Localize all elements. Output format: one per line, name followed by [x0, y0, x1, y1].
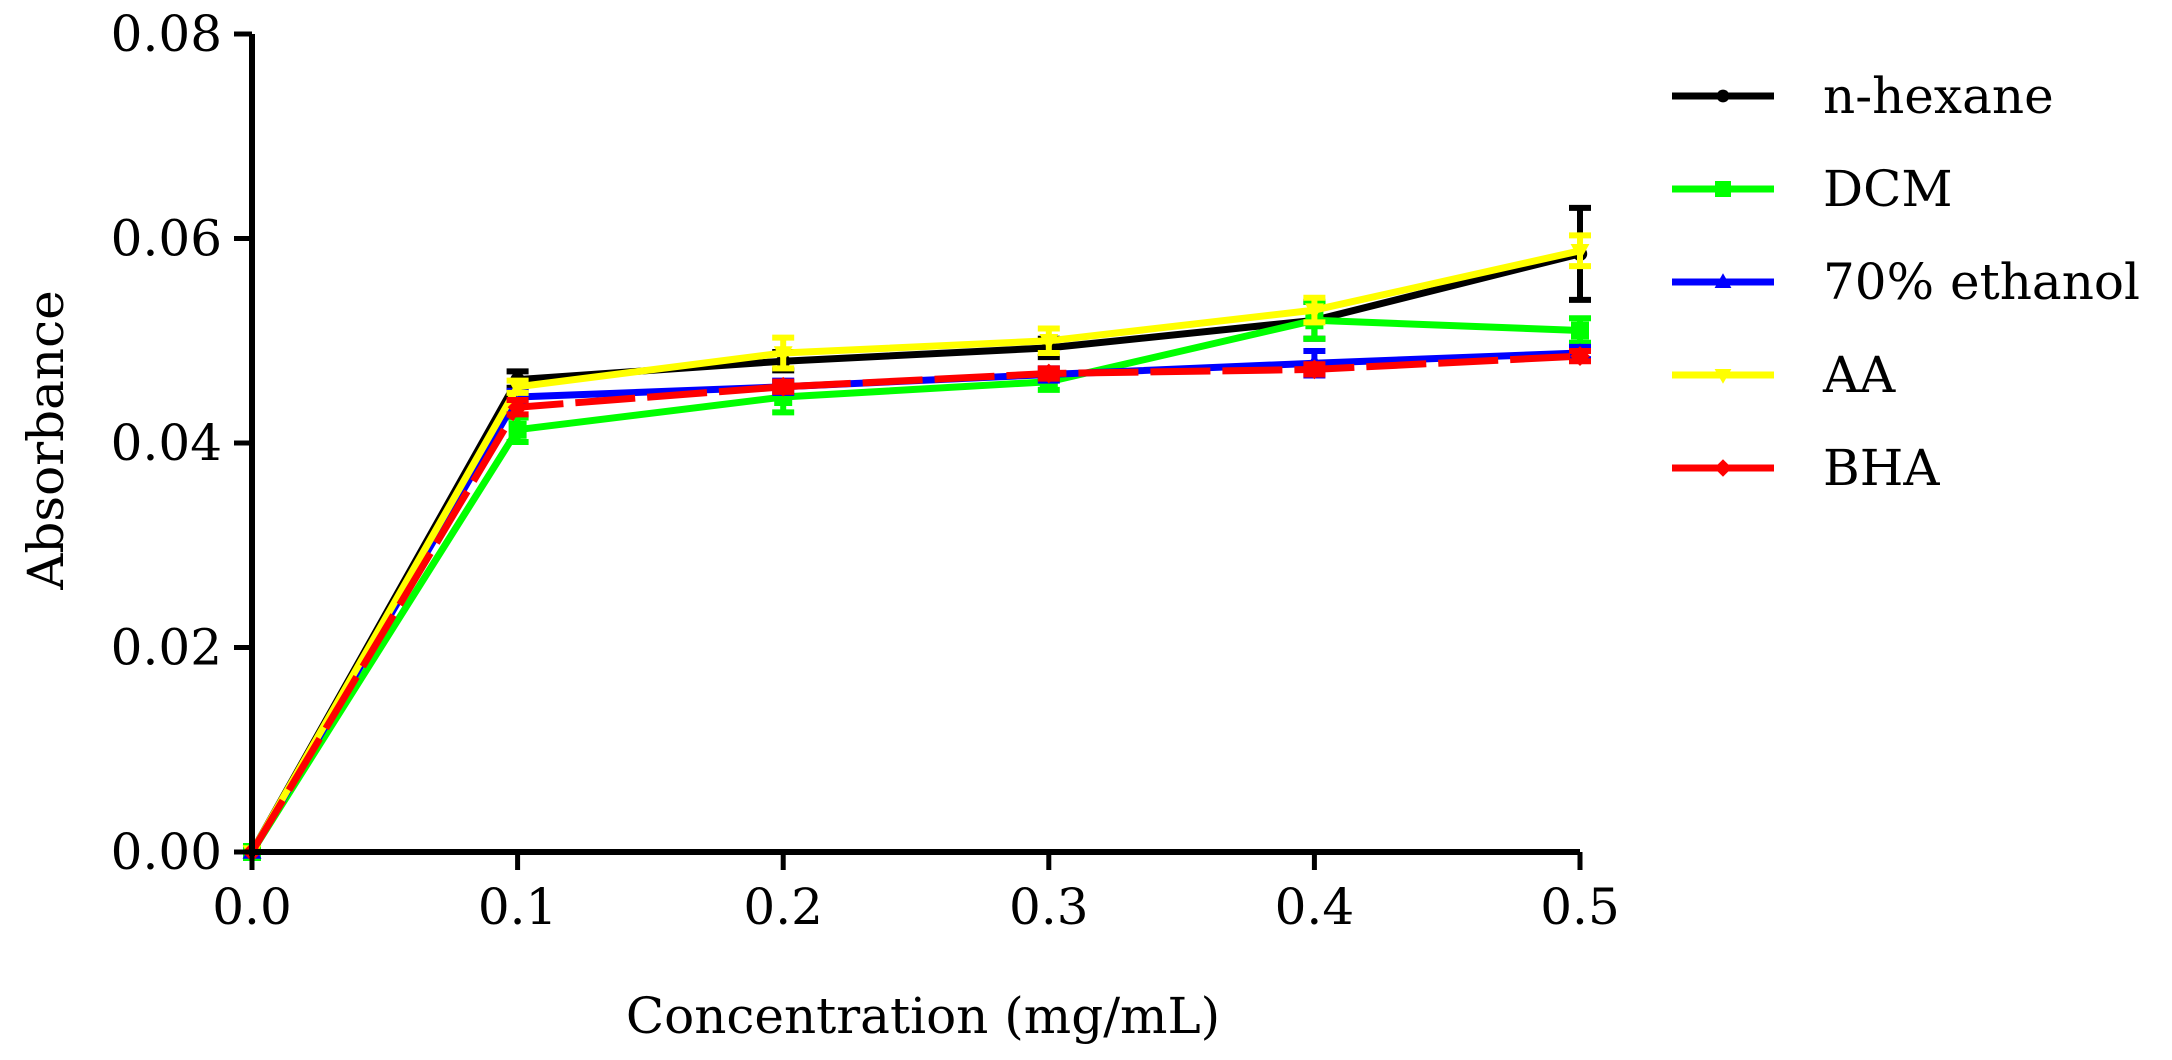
x-axis-title: Concentration (mg/mL) — [626, 987, 1220, 1045]
legend-marker — [1715, 181, 1731, 197]
legend: n-hexane DCM 70% ethanol AA BHA — [1672, 67, 2140, 497]
legend-marker — [1714, 273, 1732, 288]
series-line — [249, 316, 1581, 854]
y-axis-title: Absorbance — [17, 290, 75, 590]
series-aa — [242, 232, 1591, 862]
data-point — [1570, 244, 1590, 261]
y-tick-label: 0.00 — [111, 823, 222, 881]
series-bha — [242, 346, 1591, 862]
data-point — [507, 397, 528, 418]
legend-item: BHA — [1672, 439, 1940, 497]
legend-marker — [1714, 459, 1732, 477]
x-tick-label: 0.5 — [1540, 878, 1620, 936]
series-70-ethanol — [242, 343, 1591, 859]
series-line — [248, 247, 1581, 854]
series-dcm — [243, 298, 1591, 861]
legend-item: DCM — [1672, 160, 1953, 218]
legend-label: 70% ethanol — [1823, 253, 2140, 311]
data-point — [508, 420, 527, 439]
data-point — [773, 376, 794, 397]
y-tick-label: 0.04 — [111, 414, 222, 472]
axes: 0.0 0.1 0.2 0.3 0.4 0.5 0.00 0.02 0.04 0.06 0.08 — [111, 5, 1620, 936]
x-tick-label: 0.4 — [1275, 878, 1355, 936]
legend-item: n-hexane — [1672, 67, 2054, 125]
series-n-hexane — [244, 204, 1591, 860]
data-point — [1039, 334, 1059, 351]
x-tick-label: 0.1 — [478, 878, 558, 936]
legend-marker — [1714, 369, 1732, 384]
x-tick-label: 0.2 — [743, 878, 823, 936]
y-tick-label: 0.02 — [111, 619, 222, 677]
legend-label: AA — [1822, 346, 1896, 404]
legend-item: AA — [1672, 346, 1896, 404]
legend-marker — [1716, 89, 1730, 103]
legend-label: n-hexane — [1823, 67, 2054, 125]
data-point — [1570, 346, 1590, 366]
plot-area — [242, 204, 1591, 862]
x-tick-label: 0.0 — [212, 878, 292, 936]
y-tick-label: 0.06 — [111, 210, 222, 268]
data-point — [1571, 321, 1589, 340]
data-point — [508, 380, 528, 397]
y-tick-label: 0.08 — [111, 5, 222, 63]
x-tick-label: 0.3 — [1009, 878, 1089, 936]
series-line — [248, 352, 1581, 854]
legend-label: DCM — [1823, 160, 1953, 218]
series-line — [248, 349, 1581, 854]
legend-label: BHA — [1823, 439, 1940, 497]
data-point — [1304, 303, 1324, 320]
legend-item: 70% ethanol — [1672, 253, 2140, 311]
data-point — [1304, 359, 1325, 380]
data-point — [1038, 363, 1059, 384]
data-point — [773, 346, 793, 363]
